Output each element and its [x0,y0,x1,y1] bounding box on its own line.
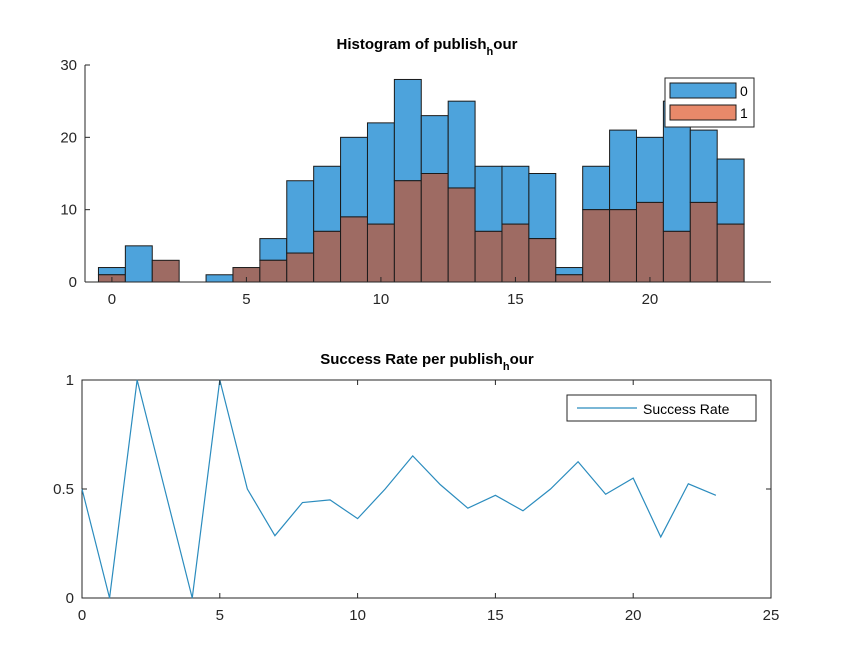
success-rate-series [81,379,717,599]
bar-overlap [393,180,422,283]
success-rate-x-tick-label: 25 [763,607,780,624]
success-rate-x-tick-label: 15 [487,607,504,624]
legend-swatch-1 [669,104,737,121]
bar-overlap [474,230,503,283]
histogram-x-tick-label: 10 [373,291,390,308]
bar-series-0 [393,78,422,182]
legend-label-1: 1 [740,105,748,121]
bar-overlap [662,230,691,283]
success-rate-x-tick-label: 0 [78,607,86,624]
histogram-title-rest: our [493,36,517,53]
bar-overlap [286,252,315,283]
bar-overlap [635,201,664,283]
histogram-y-tick-label: 30 [60,57,77,74]
bar-overlap [420,173,449,283]
legend-label-success-rate: Success Rate [643,401,730,417]
bar-overlap [609,209,637,283]
histogram-x-tick-label: 20 [642,291,659,308]
bar-overlap [447,187,476,283]
bar-series-0 [313,165,342,232]
histogram-title-base: Histogram of publish [337,36,487,53]
histogram-y-tick-label: 10 [60,202,77,219]
success-rate-title-sub: h [503,361,510,373]
bar-overlap [313,230,342,283]
bar-series-0 [420,115,449,174]
bar-series-0 [474,165,503,232]
histogram-bars [97,78,745,283]
bar-series-0 [447,100,476,189]
bar-series-0 [124,245,153,283]
legend-swatch-0 [669,82,737,99]
bar-overlap [555,274,584,283]
bar-series-0 [501,165,530,225]
histogram-x-tick-label: 15 [507,291,524,308]
success-rate-line [81,379,717,599]
histogram-ticks: 0 5 10 15 20 0 10 20 30 [60,57,658,308]
bar-overlap [366,223,395,283]
histogram-axes: Histogram of publishhour 0 5 10 15 200102030… [60,36,771,308]
bar-overlap [501,223,530,283]
success-rate-x-tick-label: 5 [216,607,224,624]
bar-series-0 [366,122,395,225]
success-rate-legend: Success Rate [566,394,757,422]
success-rate-y-tick-label: 0.5 [53,481,74,498]
histogram-x-tick-label: 0 [108,291,116,308]
histogram-title-sub: h [487,46,494,58]
bar-series-0 [716,158,745,225]
success-rate-x-tick-label: 20 [625,607,642,624]
bar-series-0 [259,238,288,261]
histogram-x-tick-label: 5 [242,291,250,308]
bar-overlap [582,209,611,283]
success-rate-y-tick-label: 1 [66,372,74,389]
bar-series-0 [528,173,557,240]
bar-series-0 [555,267,584,276]
bar-series-0 [286,180,315,254]
histogram-title: Histogram of publishhour [337,36,518,58]
bar-overlap [689,201,718,283]
histogram-y-tick-label: 20 [60,129,77,146]
bar-series-0 [689,129,718,203]
success-rate-ticks: 0 5 10 15 20 25 0 0.5 1 [53,372,779,624]
success-rate-title-base: Success Rate per publish [320,351,503,368]
bar-series-0 [582,165,611,211]
bar-series-0 [340,136,368,218]
success-rate-axes: Success Rate per publishhour 0 5 10 15 20 250… [53,351,779,624]
success-rate-x-tick-label: 10 [349,607,366,624]
bar-series-0 [205,274,234,283]
success-rate-title: Success Rate per publishhour [320,351,534,373]
bar-overlap [716,223,745,283]
bar-series-0 [635,136,664,203]
bar-overlap [340,216,368,283]
bar-overlap [259,259,288,283]
histogram-axis-lines [84,65,771,283]
bar-series-0 [609,129,637,211]
bar-series-0 [97,267,126,276]
success-rate-y-tick-label: 0 [66,590,74,607]
legend-label-0: 0 [740,83,748,99]
success-rate-title-rest: our [510,351,534,368]
histogram-legend: 01 [664,77,755,128]
bar-overlap [151,259,180,283]
histogram-y-tick-label: 0 [69,274,77,291]
bar-overlap [528,238,557,283]
